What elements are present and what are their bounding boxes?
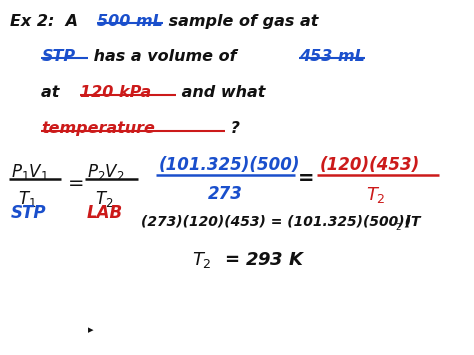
Text: at: at (41, 85, 71, 100)
Text: ?: ? (225, 121, 240, 136)
Text: $_2$: $_2$ (395, 220, 402, 233)
Text: (273)(120)(453) = (101.325)(500)(T: (273)(120)(453) = (101.325)(500)(T (141, 214, 420, 229)
Text: Ex 2:  A: Ex 2: A (10, 14, 84, 29)
Text: (120)(453): (120)(453) (320, 155, 420, 174)
Text: and what: and what (176, 85, 265, 100)
Text: $T_2$  = 293 K: $T_2$ = 293 K (192, 250, 306, 270)
Text: $=$: $=$ (64, 172, 84, 191)
Text: has a volume of: has a volume of (88, 49, 242, 64)
Text: STP: STP (11, 204, 46, 222)
Text: LAB: LAB (87, 204, 123, 222)
Text: $T_2$: $T_2$ (366, 185, 385, 205)
Text: $P_2V_2$: $P_2V_2$ (87, 162, 124, 182)
Text: 500 mL: 500 mL (97, 14, 163, 29)
Text: =: = (298, 169, 314, 188)
Text: ▸: ▸ (88, 326, 93, 335)
Text: 453 mL: 453 mL (299, 49, 365, 64)
Text: ): ) (404, 214, 410, 229)
Text: 120 kPa: 120 kPa (80, 85, 151, 100)
Text: sample of gas at: sample of gas at (163, 14, 319, 29)
Text: 273: 273 (208, 185, 243, 203)
Text: (101.325)(500): (101.325)(500) (159, 155, 301, 174)
Text: $P_1V_1$: $P_1V_1$ (11, 162, 49, 182)
Text: $T_1$: $T_1$ (18, 189, 37, 209)
Text: $T_2$: $T_2$ (95, 189, 114, 209)
Text: STP: STP (41, 49, 75, 64)
Text: temperature: temperature (41, 121, 155, 136)
